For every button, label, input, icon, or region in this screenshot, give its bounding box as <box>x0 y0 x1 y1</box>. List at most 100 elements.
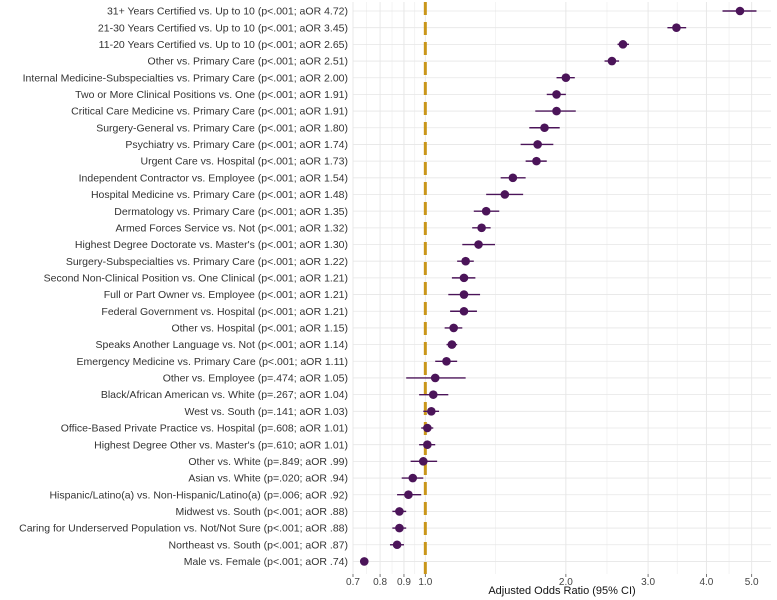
x-axis-title: Adjusted Odds Ratio (95% CI) <box>488 585 635 597</box>
estimate-row: Dermatology vs. Primary Care (p<.001; aO… <box>114 206 500 218</box>
estimate-point <box>459 273 469 283</box>
estimate-point <box>447 340 457 349</box>
estimate-point <box>430 373 440 383</box>
row-label: Other vs. White (p=.849; aOR .99) <box>188 456 348 468</box>
row-label: Psychiatry vs. Primary Care (p<.001; aOR… <box>125 139 348 151</box>
estimate-row: Second Non-Clinical Position vs. One Cli… <box>44 272 476 284</box>
estimate-point <box>508 173 518 183</box>
estimate-point <box>395 507 404 516</box>
estimate-point <box>442 356 451 366</box>
row-label: Critical Care Medicine vs. Primary Care … <box>71 106 348 118</box>
estimate-row: Black/African American vs. White (p=.267… <box>101 389 449 401</box>
estimate-row: Speaks Another Language vs. Not (p<.001;… <box>96 339 458 351</box>
row-label: Second Non-Clinical Position vs. One Cli… <box>44 272 348 284</box>
row-label: Urgent Care vs. Hospital (p<.001; aOR 1.… <box>141 156 348 168</box>
row-label: Federal Government vs. Hospital (p<.001;… <box>101 306 348 318</box>
estimate-point <box>533 140 542 149</box>
row-label: Two or More Clinical Positions vs. One (… <box>75 89 348 101</box>
estimate-row: Male vs. Female (p<.001; aOR .74) <box>184 556 369 568</box>
row-label: Office-Based Private Practice vs. Hospit… <box>61 423 348 435</box>
estimate-row: West vs. South (p=.141; aOR 1.03) <box>184 406 440 418</box>
row-label: Armed Forces Service vs. Not (p<.001; aO… <box>115 222 348 234</box>
row-label: Independent Contractor vs. Employee (p<.… <box>79 172 348 184</box>
x-tick-label: 0.7 <box>346 577 360 588</box>
estimate-point <box>500 190 510 199</box>
estimate-row: Highest Degree Doctorate vs. Master's (p… <box>75 239 495 251</box>
row-label: Black/African American vs. White (p=.267… <box>101 389 348 401</box>
x-tick-label: 5.0 <box>745 577 759 588</box>
estimate-row: Northeast vs. South (p<.001; aOR .87) <box>169 539 404 551</box>
estimate-row: Asian vs. White (p=.020; aOR .94) <box>188 473 424 485</box>
row-label: Highest Degree Other vs. Master's (p=.61… <box>94 439 348 451</box>
estimate-row: Surgery-General vs. Primary Care (p<.001… <box>96 122 560 134</box>
row-label: Midwest vs. South (p<.001; aOR .88) <box>176 506 348 518</box>
estimate-point <box>427 407 436 416</box>
estimate-row: 11-20 Years Certified vs. Up to 10 (p<.0… <box>99 39 629 51</box>
estimate-point <box>423 423 432 433</box>
estimate-point <box>477 223 486 233</box>
estimate-row: Hospital Medicine vs. Primary Care (p<.0… <box>91 189 524 201</box>
row-label: Surgery-Subspecialties vs. Primary Care … <box>66 256 348 268</box>
row-label: Emergency Medicine vs. Primary Care (p<.… <box>77 356 348 368</box>
row-label: 21-30 Years Certified vs. Up to 10 (p<.0… <box>98 22 348 34</box>
estimate-row: Armed Forces Service vs. Not (p<.001; aO… <box>115 222 491 234</box>
estimate-point <box>428 390 438 399</box>
x-tick-label: 1.0 <box>418 577 432 588</box>
estimate-row: Highest Degree Other vs. Master's (p=.61… <box>94 439 436 451</box>
estimate-row: Independent Contractor vs. Employee (p<.… <box>79 172 526 184</box>
estimate-row: Other vs. Primary Care (p<.001; aOR 2.51… <box>148 56 620 68</box>
estimate-row: 31+ Years Certified vs. Up to 10 (p<.001… <box>107 6 757 18</box>
estimate-row: Caring for Underserved Population vs. No… <box>19 523 407 535</box>
row-label: Speaks Another Language vs. Not (p<.001;… <box>96 339 348 351</box>
estimate-point <box>395 523 404 533</box>
estimate-point <box>408 473 418 483</box>
x-tick-label: 0.9 <box>397 577 411 588</box>
estimate-point <box>552 90 561 99</box>
estimate-point <box>540 123 549 133</box>
estimate-row: Other vs. White (p=.849; aOR .99) <box>188 456 438 468</box>
estimate-row: Federal Government vs. Hospital (p<.001;… <box>101 306 477 318</box>
x-tick-label: 2.0 <box>559 577 573 588</box>
row-label: Internal Medicine-Subspecialties vs. Pri… <box>23 72 348 84</box>
estimate-point <box>392 540 402 550</box>
estimate-point <box>607 56 617 66</box>
row-label: Other vs. Hospital (p<.001; aOR 1.15) <box>171 323 348 335</box>
estimate-row: Internal Medicine-Subspecialties vs. Pri… <box>23 72 575 84</box>
estimate-row: Critical Care Medicine vs. Primary Care … <box>71 106 576 118</box>
row-label: Other vs. Primary Care (p<.001; aOR 2.51… <box>148 56 348 68</box>
estimate-point <box>459 290 469 299</box>
estimate-row: Psychiatry vs. Primary Care (p<.001; aOR… <box>125 139 554 151</box>
estimate-point <box>461 256 470 266</box>
estimate-row: Surgery-Subspecialties vs. Primary Care … <box>66 256 474 268</box>
estimate-point <box>449 323 458 333</box>
row-label: Hispanic/Latino(a) vs. Non-Hispanic/Lati… <box>49 489 348 501</box>
estimate-point <box>735 6 745 16</box>
estimate-row: Midwest vs. South (p<.001; aOR .88) <box>176 506 407 518</box>
row-label: Hospital Medicine vs. Primary Care (p<.0… <box>91 189 348 201</box>
row-label: 11-20 Years Certified vs. Up to 10 (p<.0… <box>99 39 348 51</box>
estimate-point <box>561 73 571 83</box>
row-label: Full or Part Owner vs. Employee (p<.001;… <box>104 289 348 301</box>
plot-panel <box>353 2 771 574</box>
x-tick-label: 3.0 <box>641 577 655 588</box>
estimate-point <box>672 23 681 32</box>
estimate-point <box>481 206 491 216</box>
estimate-point <box>552 106 561 116</box>
x-axis-ticks: 0.7 0.8 0.9 1.0 2.0 3.0 4.0 5.0 <box>346 574 759 588</box>
row-label: Dermatology vs. Primary Care (p<.001; aO… <box>114 206 348 218</box>
estimate-row: Emergency Medicine vs. Primary Care (p<.… <box>77 356 458 368</box>
x-tick-label: 4.0 <box>699 577 713 588</box>
estimate-point <box>618 40 628 49</box>
minor-gridlines <box>366 2 730 574</box>
estimate-point <box>418 457 428 466</box>
estimate-row: Urgent Care vs. Hospital (p<.001; aOR 1.… <box>141 156 547 168</box>
row-label: Highest Degree Doctorate vs. Master's (p… <box>75 239 348 251</box>
estimate-row: Full or Part Owner vs. Employee (p<.001;… <box>104 289 481 301</box>
estimate-row: Other vs. Hospital (p<.001; aOR 1.15) <box>171 323 463 335</box>
row-label: Other vs. Employee (p=.474; aOR 1.05) <box>163 373 348 385</box>
estimate-row: 21-30 Years Certified vs. Up to 10 (p<.0… <box>98 22 687 34</box>
row-label: Surgery-General vs. Primary Care (p<.001… <box>96 122 348 134</box>
row-label: Male vs. Female (p<.001; aOR .74) <box>184 556 348 568</box>
x-tick-label: 0.8 <box>373 577 387 588</box>
